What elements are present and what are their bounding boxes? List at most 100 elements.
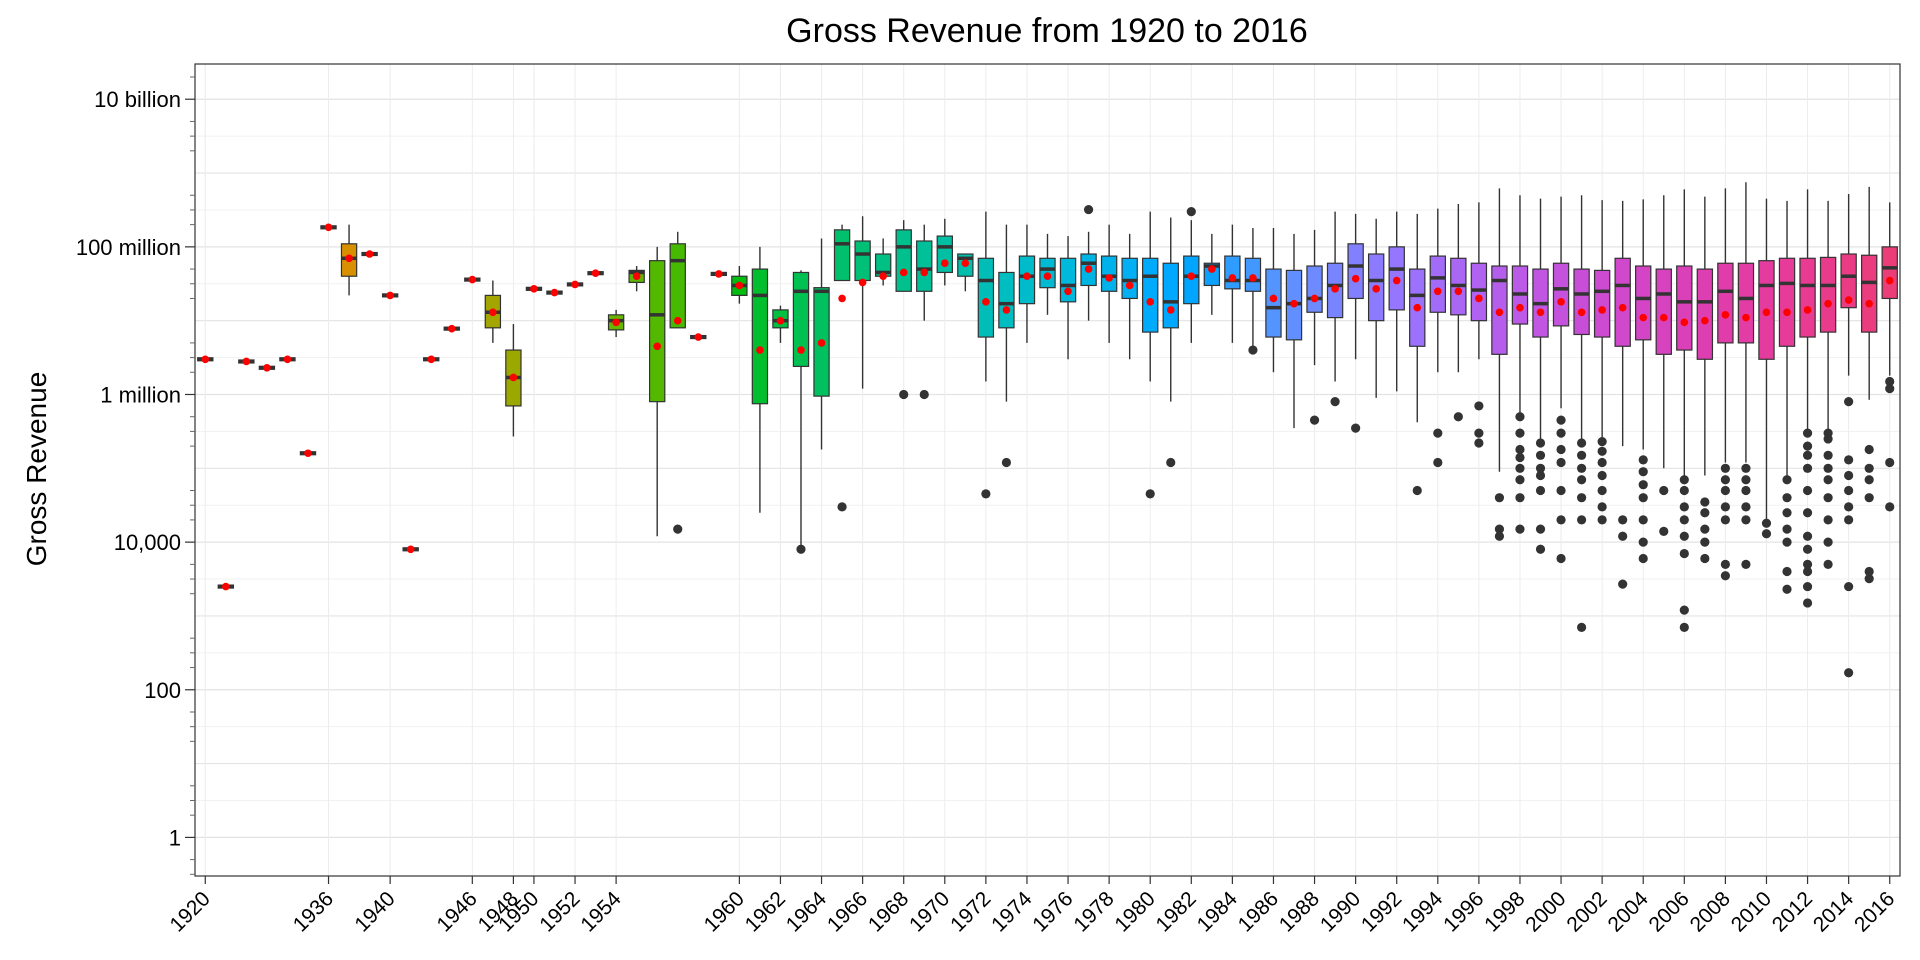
- plot-layer: [197, 182, 1898, 678]
- box-1986: [1265, 228, 1282, 373]
- outlier-point: [1535, 438, 1546, 448]
- mean-point: [858, 278, 867, 287]
- box-1920: [197, 355, 214, 364]
- box-1925: [238, 357, 255, 366]
- chart-title: Gross Revenue from 1920 to 2016: [786, 12, 1308, 50]
- mean-point: [1454, 287, 1463, 296]
- mean-point: [632, 272, 641, 281]
- mean-point: [1762, 308, 1771, 317]
- box-1964: [813, 238, 830, 450]
- box-rect: [833, 229, 851, 282]
- mean-point: [242, 357, 251, 366]
- box-rect: [1347, 243, 1364, 300]
- outlier-point: [1844, 455, 1854, 465]
- y-tick-label: 100 million: [76, 235, 181, 260]
- outlier-point: [1576, 493, 1587, 503]
- outlier-point: [1515, 444, 1525, 455]
- outlier-point: [1597, 502, 1607, 512]
- mean-point: [1516, 303, 1524, 312]
- outlier-point: [1638, 455, 1648, 465]
- mean-point: [838, 294, 846, 303]
- box-rect: [1614, 257, 1631, 347]
- outlier-point: [1679, 502, 1689, 512]
- outlier-point: [1556, 515, 1566, 525]
- outlier-point: [1576, 450, 1587, 460]
- outlier-point: [1659, 526, 1669, 536]
- outlier-point: [1597, 470, 1607, 481]
- outlier-point: [981, 489, 991, 499]
- outlier-point: [1700, 524, 1710, 534]
- box-2014: [1840, 194, 1857, 678]
- outlier-point: [1351, 423, 1361, 433]
- outlier-point: [1782, 584, 1792, 594]
- box-rect: [895, 229, 912, 292]
- box-1959: [710, 270, 728, 278]
- box-rect: [669, 243, 686, 329]
- box-1968: [895, 220, 912, 400]
- box-rect: [1121, 257, 1138, 300]
- outlier-point: [1741, 559, 1751, 569]
- outlier-point: [1433, 428, 1443, 438]
- box-1960: [731, 266, 748, 304]
- box-rect: [1142, 257, 1159, 333]
- mean-point: [1680, 318, 1689, 327]
- mean-point: [1187, 272, 1196, 281]
- y-tick-label: 1: [169, 825, 181, 850]
- box-1941: [402, 545, 419, 554]
- mean-point: [550, 288, 559, 297]
- mean-point: [694, 333, 703, 341]
- mean-point: [1495, 308, 1504, 317]
- mean-point: [1865, 299, 1873, 308]
- y-axis-label: Gross Revenue: [21, 372, 52, 567]
- box-1961: [751, 246, 769, 513]
- outlier-point: [1885, 457, 1895, 468]
- outlier-point: [1844, 515, 1854, 525]
- outlier-point: [1618, 531, 1628, 541]
- box-2015: [1860, 186, 1878, 584]
- y-tick-label: 1 million: [100, 382, 181, 407]
- mean-point: [1639, 313, 1648, 322]
- outlier-point: [1844, 397, 1854, 407]
- box-1983: [1203, 233, 1221, 315]
- outlier-point: [1679, 531, 1689, 541]
- box-1994: [1429, 208, 1447, 468]
- box-rect: [1593, 269, 1611, 338]
- box-1973: [998, 224, 1015, 468]
- box-rect: [792, 271, 810, 368]
- outlier-point: [1453, 412, 1463, 422]
- box-rect: [1573, 268, 1590, 336]
- box-rect: [1265, 268, 1282, 338]
- mean-point: [386, 291, 394, 300]
- outlier-point: [1309, 415, 1320, 425]
- box-rect: [1162, 262, 1179, 329]
- mean-point: [1310, 294, 1319, 303]
- box-1937: [340, 224, 358, 296]
- mean-point: [940, 259, 949, 268]
- box-1995: [1450, 204, 1467, 422]
- box-1977: [1080, 204, 1097, 321]
- outlier-point: [1515, 428, 1525, 438]
- outlier-point: [1556, 444, 1566, 455]
- box-rect: [1655, 268, 1672, 355]
- outlier-point: [1679, 622, 1689, 632]
- mean-point: [1166, 306, 1175, 314]
- mean-point: [1002, 306, 1011, 314]
- outlier-point: [1782, 537, 1792, 547]
- box-1947: [484, 280, 502, 343]
- outlier-point: [1494, 531, 1505, 541]
- mean-point: [1125, 281, 1134, 290]
- box-rect: [1676, 265, 1693, 351]
- y-tick-label: 10,000: [114, 530, 181, 555]
- mean-point: [447, 324, 456, 333]
- box-1975: [1039, 233, 1056, 315]
- outlier-point: [1638, 480, 1648, 490]
- outlier-point: [1576, 438, 1587, 448]
- outlier-point: [1145, 489, 1155, 499]
- mean-point: [1885, 276, 1894, 285]
- outlier-point: [1597, 457, 1607, 468]
- outlier-point: [1741, 475, 1751, 485]
- outlier-point: [1515, 475, 1525, 485]
- box-rect: [1696, 268, 1714, 360]
- outlier-point: [1515, 463, 1525, 473]
